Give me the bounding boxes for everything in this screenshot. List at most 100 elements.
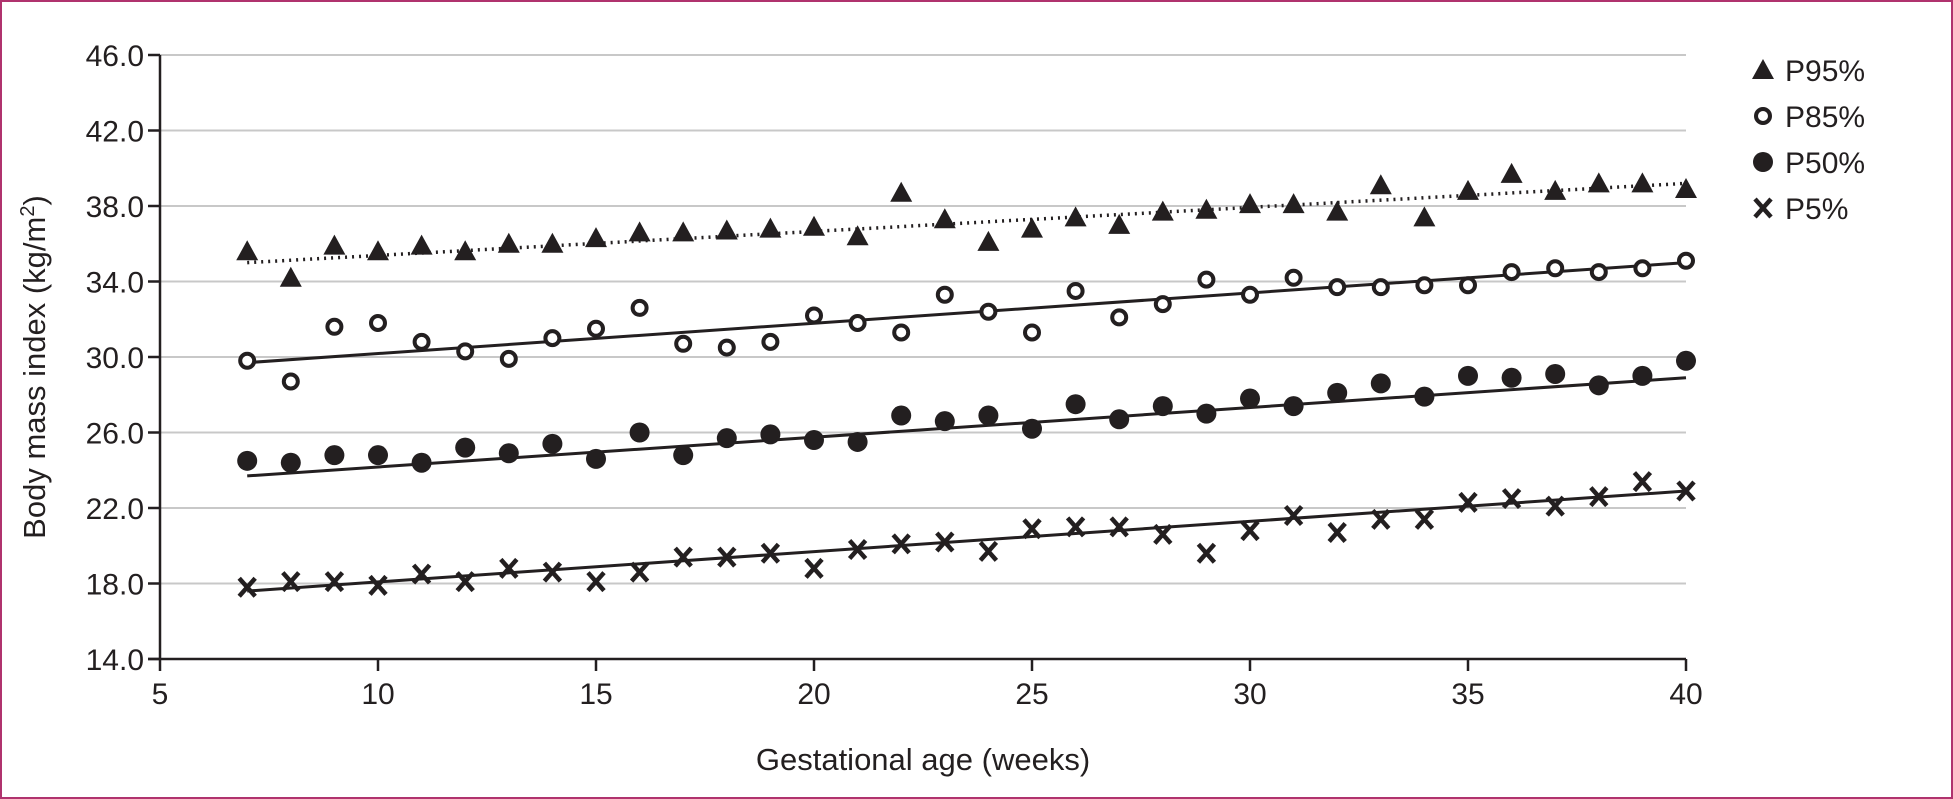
legend-label: P5% — [1785, 193, 1848, 226]
data-point — [1284, 268, 1303, 287]
data-point — [237, 450, 258, 471]
data-point — [1065, 516, 1086, 538]
data-point — [1240, 520, 1260, 542]
data-point — [1109, 516, 1129, 538]
data-point — [237, 576, 257, 598]
data-point — [629, 422, 650, 443]
legend-item: P85% — [1754, 101, 1865, 134]
data-point — [848, 314, 867, 333]
data-point — [1023, 323, 1041, 342]
data-point — [280, 452, 301, 473]
data-point — [1457, 179, 1479, 200]
x-tick-label: 40 — [1669, 678, 1702, 711]
data-point — [1153, 295, 1172, 314]
data-point — [629, 561, 650, 583]
data-point — [1108, 213, 1131, 234]
gridlines — [160, 54, 1686, 585]
data-point — [804, 557, 824, 579]
data-point — [935, 531, 955, 553]
data-point — [586, 571, 606, 593]
y-tick-label: 34.0 — [86, 267, 144, 300]
data-point — [368, 574, 388, 596]
data-point — [1545, 495, 1565, 517]
data-point — [1589, 486, 1609, 508]
data-point — [542, 561, 563, 583]
data-point — [499, 349, 518, 368]
legend-marker — [1754, 107, 1772, 125]
legend-marker — [1753, 152, 1773, 172]
data-point — [1545, 363, 1566, 384]
data-point — [1676, 480, 1696, 502]
data-point — [1369, 174, 1392, 195]
x-tick-label: 25 — [1015, 678, 1048, 711]
data-point — [1239, 193, 1261, 214]
legend-marker — [1752, 59, 1774, 79]
data-point — [1282, 193, 1305, 214]
data-point — [890, 181, 913, 202]
data-point — [1196, 403, 1217, 424]
data-point — [369, 314, 387, 333]
data-point — [1546, 259, 1565, 278]
legend-item: P50% — [1753, 147, 1865, 180]
data-point — [499, 557, 519, 579]
x-axis-ticks: 5 10 15 20 25 30 35 40 — [152, 659, 1703, 711]
legend-marker — [1753, 197, 1773, 219]
data-point — [1022, 518, 1042, 540]
data-point — [759, 217, 782, 238]
data-point — [717, 338, 736, 357]
series-3-points — [237, 471, 1696, 598]
data-point — [454, 240, 477, 261]
data-point — [1021, 217, 1043, 238]
data-point — [455, 437, 476, 458]
y-tick-label: 38.0 — [86, 191, 144, 224]
data-point — [1414, 508, 1435, 530]
data-point — [1328, 278, 1347, 297]
data-point — [1371, 278, 1390, 297]
y-tick-label: 22.0 — [86, 493, 144, 526]
data-point — [1631, 172, 1654, 193]
data-point — [804, 430, 824, 451]
data-point — [1196, 542, 1217, 564]
data-point — [1109, 409, 1130, 430]
y-axis-title: Body mass index (kg/m2) — [17, 195, 52, 539]
data-point — [933, 208, 956, 229]
legend-label: P50% — [1785, 147, 1865, 180]
y-axis-title-main: Body mass index (kg/m — [17, 217, 52, 539]
y-axis-title-close: ) — [17, 195, 52, 205]
data-point — [1370, 373, 1391, 394]
data-point — [979, 302, 998, 321]
y-tick-label: 46.0 — [86, 40, 144, 73]
data-point — [586, 448, 606, 469]
data-point — [892, 323, 911, 342]
data-point — [717, 546, 737, 568]
data-point — [1283, 396, 1304, 417]
data-point — [1675, 178, 1697, 199]
x-tick-label: 30 — [1233, 678, 1266, 711]
data-point — [1064, 206, 1087, 227]
data-point — [1633, 259, 1652, 278]
data-point — [1151, 200, 1174, 221]
x-tick-label: 20 — [797, 678, 830, 711]
trendline-1 — [247, 261, 1687, 365]
y-tick-label: 30.0 — [86, 342, 144, 375]
data-point — [1676, 350, 1696, 371]
data-point — [368, 445, 388, 466]
data-point — [411, 563, 432, 585]
data-point — [674, 334, 693, 353]
data-point — [1326, 200, 1349, 221]
data-point — [977, 230, 1000, 251]
data-point — [1588, 375, 1609, 396]
trendlines — [247, 181, 1687, 593]
data-point — [1197, 270, 1216, 289]
data-point — [1240, 388, 1260, 409]
data-point — [803, 215, 825, 236]
legend-label: P95% — [1785, 55, 1865, 88]
data-point — [716, 428, 737, 449]
data-point — [1458, 491, 1478, 513]
data-point — [411, 452, 432, 473]
data-point — [1327, 382, 1348, 403]
data-point — [1589, 263, 1608, 282]
data-point — [279, 266, 302, 287]
x-tick-label: 5 — [152, 678, 169, 711]
